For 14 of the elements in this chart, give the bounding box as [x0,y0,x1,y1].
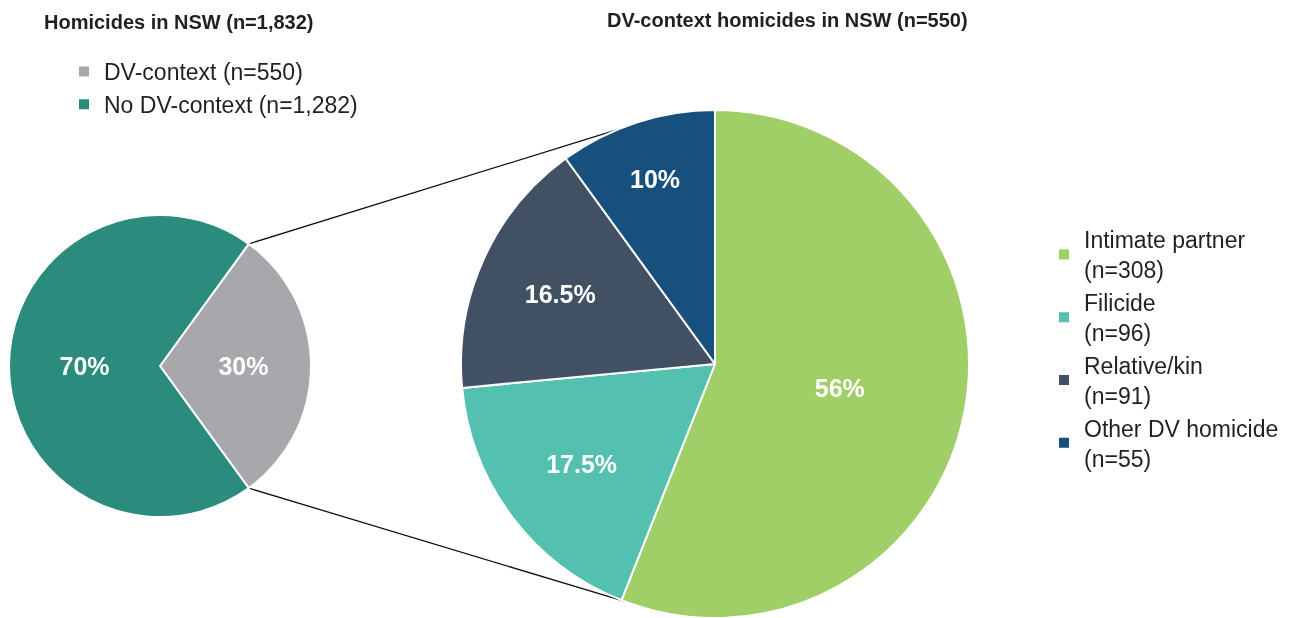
legend-label: Filicide (n=96) [1084,290,1156,347]
data-label: 17.5% [546,450,618,479]
legend-label: Intimate partner (n=308) [1084,227,1246,284]
chart-title: DV-context homicides in NSW (n=550) [607,9,968,31]
legend-label: DV-context (n=550) [104,59,303,86]
legend-label: Other DV homicide (n=55) [1084,415,1279,472]
chart-title: Homicides in NSW (n=1,832) [44,11,314,33]
data-label: 16.5% [524,280,596,309]
data-label: 10% [630,165,681,194]
data-label: 70% [59,352,110,380]
legend-label: Relative/kin (n=91) [1084,353,1203,409]
data-label: 30% [218,352,269,380]
legend-label: No DV-context (n=1,282) [104,92,358,119]
data-label: 56% [814,373,865,402]
